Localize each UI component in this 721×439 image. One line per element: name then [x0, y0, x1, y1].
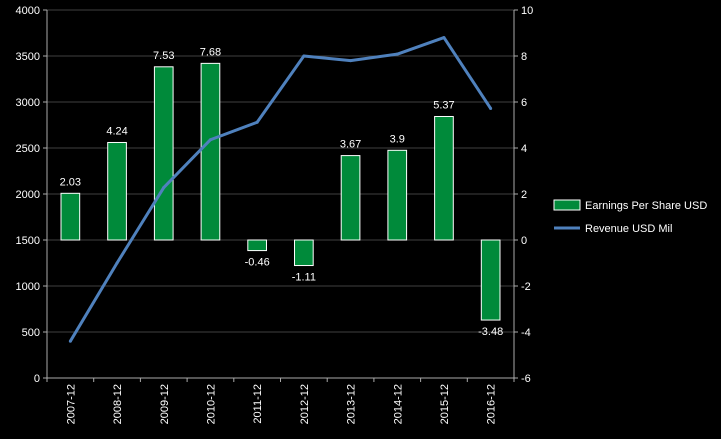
revenue-point — [115, 261, 119, 265]
legend-swatch-eps — [553, 199, 581, 211]
x-axis-tick-label: 2007-12 — [65, 384, 77, 424]
legend-label-revenue: Revenue USD Mil — [585, 223, 672, 235]
x-axis-tick-label: 2011-12 — [252, 384, 264, 424]
eps-data-label: 3.67 — [340, 139, 361, 151]
eps-data-label: 4.24 — [106, 125, 127, 137]
right-axis-tick-label: 6 — [521, 97, 527, 109]
eps-bar — [294, 239, 314, 267]
eps-data-label: 3.9 — [390, 133, 405, 145]
revenue-point — [489, 106, 493, 110]
x-axis-tick-label: 2016-12 — [486, 384, 498, 424]
eps-bar — [387, 149, 408, 241]
left-axis-tick-label: 2500 — [16, 143, 40, 155]
right-axis-tick-label: 10 — [521, 5, 533, 17]
right-axis-tick-label: 4 — [521, 143, 527, 155]
left-axis-tick-label: 1000 — [16, 281, 40, 293]
eps-bar — [340, 155, 361, 241]
revenue-point — [208, 138, 212, 142]
bar-series — [60, 62, 501, 321]
left-axis-tick-label: 0 — [34, 373, 40, 385]
legend: Earnings Per Share USD Revenue USD Mil — [553, 199, 707, 235]
eps-data-label: -0.46 — [245, 257, 270, 269]
left-axis-tick-label: 2000 — [16, 189, 40, 201]
legend-label-eps: Earnings Per Share USD — [585, 200, 707, 212]
right-axis-tick-label: -2 — [521, 281, 531, 293]
revenue-line — [69, 36, 492, 342]
eps-data-label: -1.11 — [292, 272, 316, 284]
x-axis-tick-label: 2009-12 — [159, 384, 171, 424]
left-axis-tick-label: 4000 — [16, 5, 40, 17]
eps-data-label: 7.68 — [200, 46, 221, 58]
x-axis-tick-label: 2013-12 — [346, 384, 358, 424]
left-axis-tick-label: 3000 — [16, 97, 40, 109]
x-axis-tick-label: 2014-12 — [392, 384, 404, 424]
eps-bar — [200, 62, 221, 241]
revenue-point — [302, 54, 306, 58]
left-axis-tick-label: 1500 — [16, 235, 40, 247]
eps-bar — [247, 239, 267, 252]
left-axis-tick-label: 3500 — [16, 51, 40, 63]
left-axis-tick-label: 500 — [22, 327, 40, 339]
eps-bar — [434, 115, 454, 241]
right-axis-tick-label: 0 — [521, 235, 527, 247]
eps-bar — [153, 66, 174, 241]
eps-data-label: 7.53 — [153, 50, 174, 62]
eps-data-label: -3.48 — [478, 326, 503, 338]
x-axis-tick-label: 2012-12 — [299, 384, 311, 424]
data-labels: 2.03 4.24 7.53 7.68 -0.46 -1.11 3.67 3.9 5.37 -3.… — [60, 46, 504, 338]
eps-data-label: 2.03 — [60, 176, 81, 188]
eps-bar — [60, 192, 81, 241]
revenue-point — [442, 36, 446, 40]
eps-bar — [107, 141, 127, 241]
revenue-point — [395, 52, 399, 56]
line-series — [68, 36, 493, 343]
revenue-point — [162, 186, 166, 190]
x-axis-tick-label: 2010-12 — [205, 384, 217, 424]
right-axis-tick-label: -6 — [521, 373, 531, 385]
x-axis-tick-label: 2008-12 — [112, 384, 124, 424]
revenue-point — [255, 120, 259, 124]
right-axis-tick-label: 2 — [521, 189, 527, 201]
right-axis-tick-label: 8 — [521, 51, 527, 63]
axes: 0 500 1000 1500 2000 2500 3000 3500 4000 -6 -4 -2 0 2… — [16, 5, 534, 424]
revenue-point — [349, 59, 353, 63]
eps-bar — [480, 239, 501, 321]
right-axis-tick-label: -4 — [521, 327, 531, 339]
eps-data-label: 5.37 — [433, 99, 454, 111]
revenue-point — [68, 339, 72, 343]
x-axis-tick-label: 2015-12 — [439, 384, 451, 424]
